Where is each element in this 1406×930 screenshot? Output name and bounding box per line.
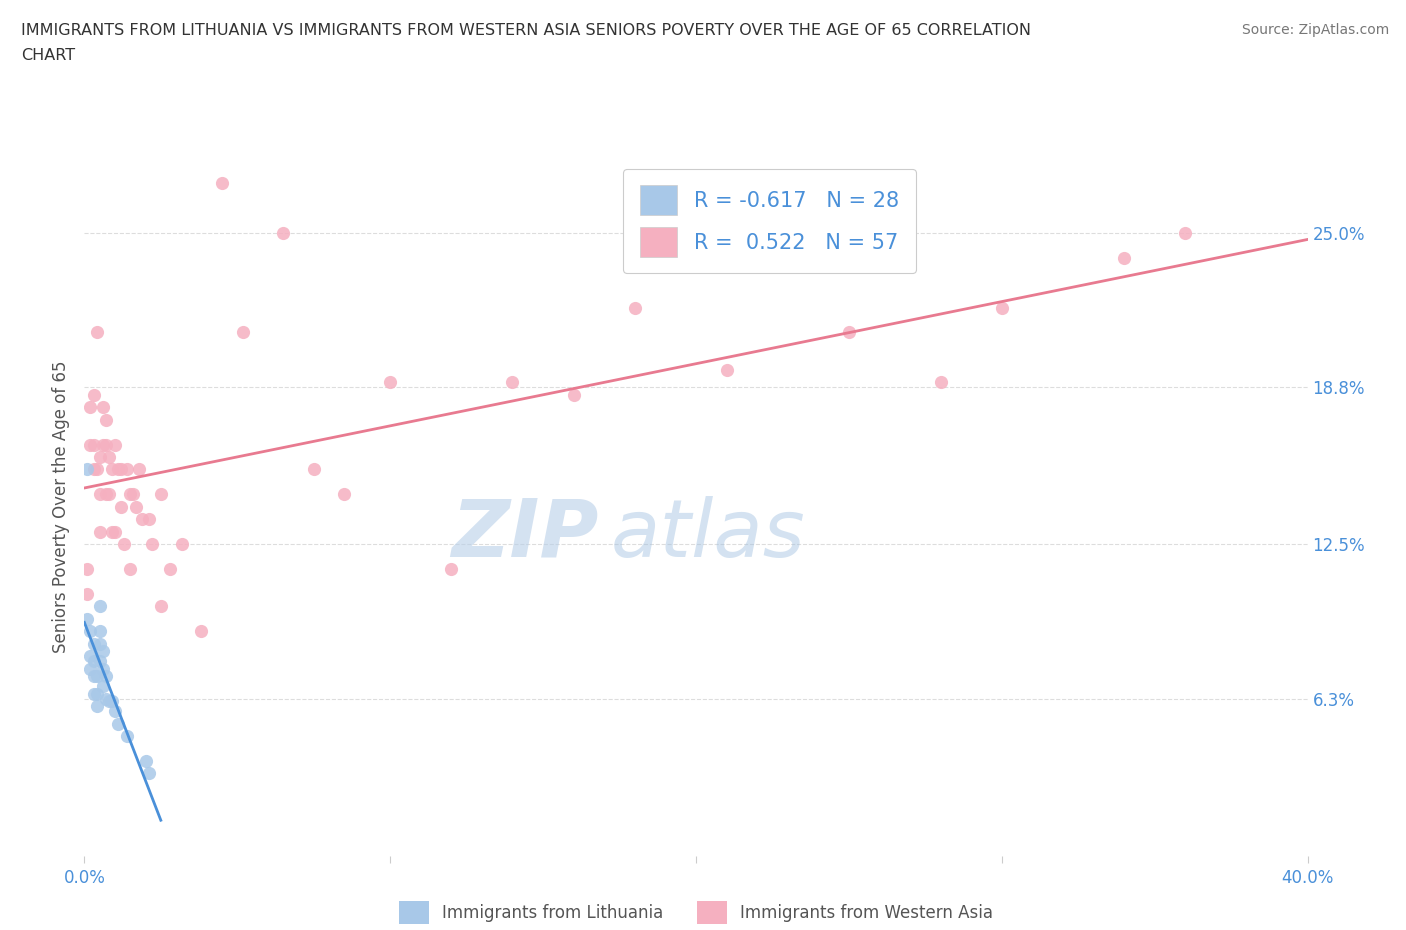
Point bbox=[838, 326, 860, 340]
Point bbox=[89, 487, 111, 502]
Point bbox=[101, 525, 124, 539]
Point bbox=[94, 487, 117, 502]
Point bbox=[138, 512, 160, 526]
Point bbox=[107, 716, 129, 731]
Point bbox=[86, 698, 108, 713]
Point bbox=[104, 437, 127, 452]
Point bbox=[380, 375, 402, 390]
Point bbox=[89, 654, 111, 669]
Text: ZIP: ZIP bbox=[451, 496, 598, 574]
Point bbox=[79, 624, 101, 639]
Point bbox=[1174, 225, 1197, 240]
Text: atlas: atlas bbox=[610, 496, 806, 574]
Point bbox=[271, 225, 294, 240]
Point bbox=[83, 686, 105, 701]
Point bbox=[128, 462, 150, 477]
Point bbox=[83, 669, 105, 684]
Point bbox=[91, 661, 114, 676]
Point bbox=[97, 449, 120, 464]
Point bbox=[104, 525, 127, 539]
Point bbox=[131, 512, 153, 526]
Point bbox=[624, 300, 647, 315]
Point bbox=[112, 537, 135, 551]
Point bbox=[91, 437, 114, 452]
Point bbox=[110, 462, 132, 477]
Point bbox=[149, 599, 172, 614]
Point bbox=[86, 326, 108, 340]
Point bbox=[716, 363, 738, 378]
Text: IMMIGRANTS FROM LITHUANIA VS IMMIGRANTS FROM WESTERN ASIA SENIORS POVERTY OVER T: IMMIGRANTS FROM LITHUANIA VS IMMIGRANTS … bbox=[21, 23, 1031, 38]
Point bbox=[101, 694, 124, 709]
Point bbox=[89, 449, 111, 464]
Point bbox=[89, 599, 111, 614]
Point bbox=[502, 375, 524, 390]
Point bbox=[79, 649, 101, 664]
Point bbox=[94, 691, 117, 706]
Point bbox=[115, 462, 138, 477]
Point bbox=[97, 694, 120, 709]
Point bbox=[91, 400, 114, 415]
Point bbox=[91, 644, 114, 658]
Point bbox=[89, 636, 111, 651]
Point bbox=[120, 487, 142, 502]
Point bbox=[1114, 250, 1136, 265]
Point bbox=[120, 562, 142, 577]
Point bbox=[141, 537, 163, 551]
Point bbox=[562, 387, 585, 402]
Point bbox=[232, 326, 254, 340]
Point bbox=[86, 686, 108, 701]
Point bbox=[929, 375, 952, 390]
Y-axis label: Seniors Poverty Over the Age of 65: Seniors Poverty Over the Age of 65 bbox=[52, 361, 70, 653]
Point bbox=[107, 462, 129, 477]
Point bbox=[76, 562, 98, 577]
Point bbox=[94, 437, 117, 452]
Point bbox=[79, 661, 101, 676]
Point bbox=[172, 537, 194, 551]
Point bbox=[991, 300, 1014, 315]
Text: Source: ZipAtlas.com: Source: ZipAtlas.com bbox=[1241, 23, 1389, 37]
Point bbox=[159, 562, 181, 577]
Point bbox=[333, 487, 356, 502]
Point bbox=[83, 636, 105, 651]
Point bbox=[79, 400, 101, 415]
Point bbox=[101, 462, 124, 477]
Point bbox=[149, 487, 172, 502]
Point bbox=[104, 704, 127, 719]
Point bbox=[83, 462, 105, 477]
Point bbox=[302, 462, 325, 477]
Point bbox=[76, 462, 98, 477]
Point bbox=[122, 487, 145, 502]
Point bbox=[89, 624, 111, 639]
Point bbox=[86, 462, 108, 477]
Point bbox=[94, 412, 117, 427]
Point bbox=[138, 766, 160, 781]
Point bbox=[89, 525, 111, 539]
Point bbox=[94, 669, 117, 684]
Point bbox=[91, 679, 114, 694]
Point bbox=[135, 753, 157, 768]
Point bbox=[110, 499, 132, 514]
Point bbox=[83, 654, 105, 669]
Point bbox=[211, 176, 233, 191]
Point bbox=[190, 624, 212, 639]
Point bbox=[125, 499, 148, 514]
Point bbox=[97, 487, 120, 502]
Legend: Immigrants from Lithuania, Immigrants from Western Asia: Immigrants from Lithuania, Immigrants fr… bbox=[392, 894, 1000, 930]
Point bbox=[86, 669, 108, 684]
Point bbox=[83, 437, 105, 452]
Point bbox=[76, 612, 98, 627]
Point bbox=[440, 562, 463, 577]
Point bbox=[79, 437, 101, 452]
Point bbox=[115, 728, 138, 743]
Point bbox=[83, 387, 105, 402]
Text: CHART: CHART bbox=[21, 48, 75, 63]
Point bbox=[76, 587, 98, 602]
